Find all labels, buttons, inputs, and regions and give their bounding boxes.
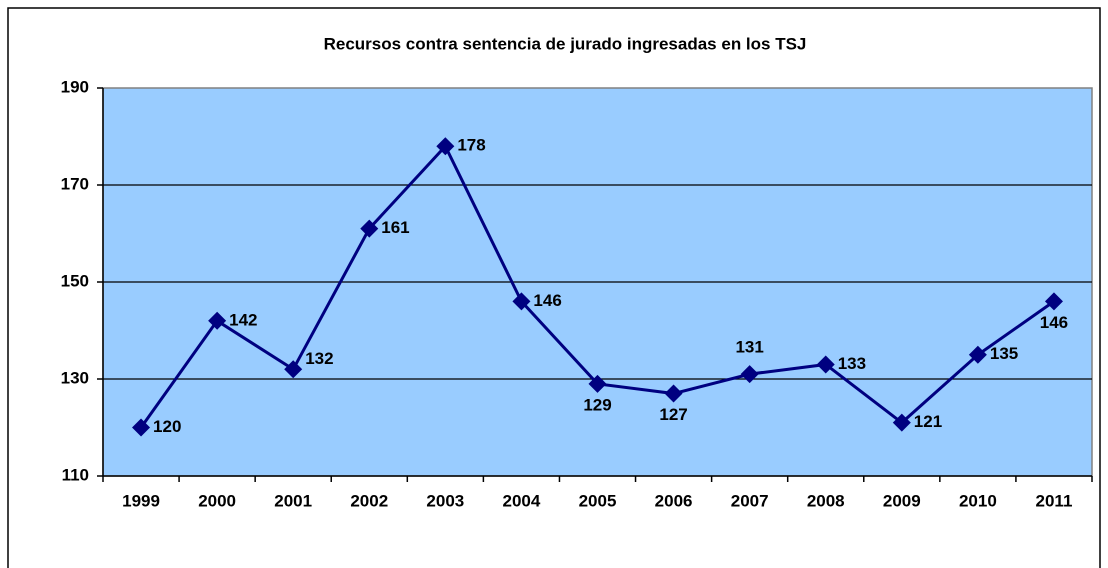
x-tick-label: 2006	[655, 491, 693, 510]
data-label: 178	[457, 136, 485, 155]
y-tick-label: 190	[61, 77, 89, 96]
data-label: 146	[533, 291, 561, 310]
data-label: 132	[305, 349, 333, 368]
data-point	[512, 292, 531, 311]
data-label: 133	[838, 354, 866, 373]
y-tick-label: 110	[62, 465, 89, 484]
x-tick-label: 2011	[1036, 491, 1073, 510]
x-tick-label: 2002	[350, 491, 388, 510]
data-point	[436, 137, 455, 156]
chart-title: Recursos contra sentencia de jurado ingr…	[324, 34, 807, 53]
x-tick-label: 2005	[579, 491, 617, 510]
x-tick-label: 2001	[274, 491, 312, 510]
data-label: 142	[229, 310, 257, 329]
data-point	[664, 384, 683, 403]
data-point	[360, 219, 379, 238]
data-label: 161	[381, 218, 409, 237]
data-label: 131	[735, 338, 763, 357]
x-tick-label: 2008	[807, 491, 845, 510]
x-tick-label: 2003	[426, 491, 464, 510]
data-point	[892, 413, 911, 432]
data-label: 121	[914, 412, 942, 431]
x-tick-label: 2009	[883, 491, 921, 510]
x-tick-label: 2000	[198, 491, 236, 510]
data-label: 135	[990, 344, 1018, 363]
x-tick-label: 2010	[959, 491, 997, 510]
data-point	[208, 311, 227, 330]
data-point	[1044, 292, 1063, 311]
x-tick-label: 2004	[503, 491, 541, 510]
data-label: 127	[659, 405, 687, 424]
data-point	[740, 365, 759, 384]
data-point	[284, 360, 303, 379]
x-tick-label: 1999	[122, 491, 160, 510]
data-label: 129	[583, 395, 611, 414]
x-tick-label: 2007	[731, 491, 769, 510]
data-point	[588, 374, 607, 393]
y-tick-label: 150	[61, 271, 89, 290]
data-label: 120	[153, 417, 181, 436]
data-point	[968, 345, 987, 364]
data-point	[132, 418, 151, 437]
data-point	[816, 355, 835, 374]
y-tick-label: 130	[61, 368, 89, 387]
y-tick-label: 170	[61, 174, 89, 193]
data-label: 146	[1040, 313, 1068, 332]
